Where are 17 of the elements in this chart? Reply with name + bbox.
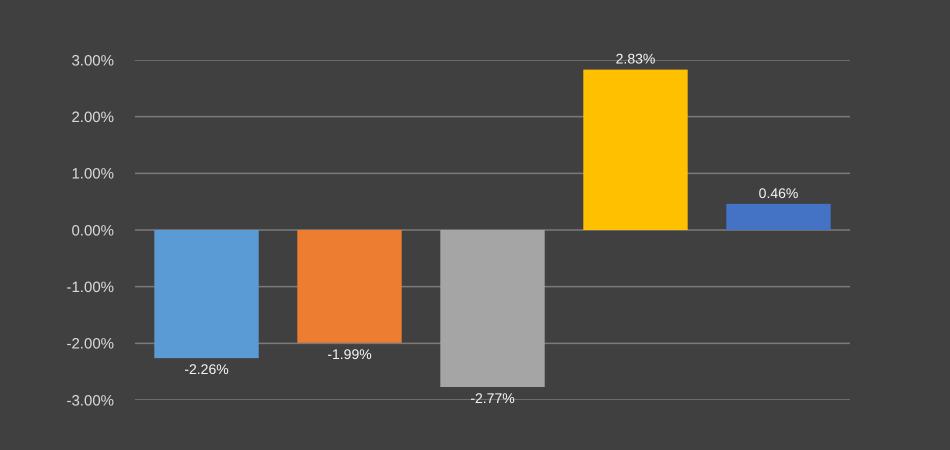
data-label: -1.99% — [327, 346, 372, 362]
bar — [297, 230, 402, 343]
y-tick-label: 1.00% — [71, 166, 114, 183]
y-tick-label: -3.00% — [66, 392, 114, 410]
y-tick-label: 3.00% — [71, 52, 114, 70]
data-label: -2.26% — [184, 361, 229, 378]
bar — [726, 204, 831, 230]
data-label: 2.83% — [616, 50, 656, 67]
bar — [440, 230, 545, 387]
y-tick-label: 0.00% — [71, 222, 114, 240]
y-tick-label: 2.00% — [71, 108, 114, 126]
bar — [154, 230, 259, 358]
y-tick-label: -2.00% — [66, 336, 114, 353]
y-tick-label: -1.00% — [66, 278, 114, 296]
bar — [583, 70, 688, 230]
data-label: 0.46% — [758, 184, 798, 201]
data-label: -2.77% — [470, 390, 515, 406]
